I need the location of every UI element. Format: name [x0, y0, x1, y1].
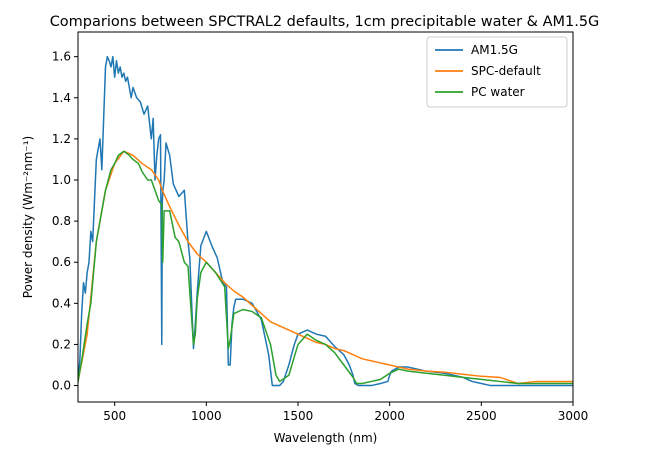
- legend-label: AM1.5G: [471, 43, 518, 57]
- x-tick-label: 2000: [374, 409, 405, 423]
- series-line-pc-water: [78, 150, 573, 385]
- y-tick-label: 0.4: [52, 296, 71, 310]
- plot-frame: [77, 31, 574, 403]
- legend-label: SPC-default: [471, 64, 541, 78]
- x-tick-label: 1500: [283, 409, 314, 423]
- y-tick-label: 0.8: [52, 214, 71, 228]
- legend-box: [426, 36, 568, 108]
- x-tick-label: 500: [103, 409, 126, 423]
- x-ticks: 500 1000 1500 2000 2500 3000: [103, 402, 588, 423]
- y-tick-label: 0.2: [52, 337, 71, 351]
- y-tick-label: 1.4: [52, 91, 71, 105]
- plot-lines: [78, 55, 573, 387]
- y-tick-label: 1.2: [52, 132, 71, 146]
- x-tick-label: 3000: [558, 409, 589, 423]
- chart-title: Comparions between SPCTRAL2 defaults, 1c…: [50, 14, 600, 30]
- legend: AM1.5G SPC-default PC water: [426, 36, 568, 108]
- x-tick-label: 2500: [466, 409, 497, 423]
- series-line-spc-default: [78, 150, 573, 385]
- x-tick-label: 1000: [191, 409, 222, 423]
- y-tick-label: 1.0: [52, 173, 71, 187]
- y-tick-label: 0.0: [52, 379, 71, 393]
- x-axis-label: Wavelength (nm): [274, 431, 378, 445]
- y-ticks: 0.0 0.2 0.4 0.6 0.8 1.0 1.2 1.4 1.6: [52, 50, 78, 393]
- y-axis-label: Power density (Wm⁻²nm⁻¹): [21, 136, 35, 298]
- y-tick-label: 0.6: [52, 255, 71, 269]
- y-tick-label: 1.6: [52, 50, 71, 64]
- legend-label: PC water: [471, 85, 525, 99]
